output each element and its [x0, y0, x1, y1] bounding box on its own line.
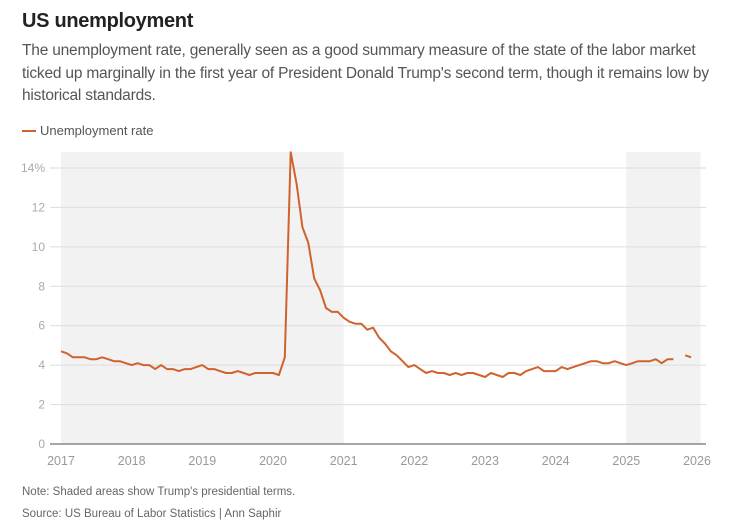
- x-tick-label: 2025: [612, 454, 640, 468]
- x-tick-label: 2022: [400, 454, 428, 468]
- chart-source: Source: US Bureau of Labor Statistics | …: [22, 508, 282, 520]
- shaded-term-2: [626, 152, 701, 444]
- legend-label: Unemployment rate: [40, 123, 154, 138]
- x-tick-label: 2017: [47, 454, 75, 468]
- y-tick-label: 6: [38, 319, 45, 333]
- shaded-term-1: [61, 152, 344, 444]
- chart-title: US unemployment: [22, 10, 194, 32]
- x-tick-label: 2019: [188, 454, 216, 468]
- y-tick-label: 2: [38, 398, 45, 412]
- x-tick-label: 2026: [683, 454, 711, 468]
- legend-swatch: [22, 129, 36, 132]
- x-tick-label: 2024: [542, 454, 570, 468]
- series-line-segment-2: [684, 354, 692, 359]
- x-tick-label: 2021: [330, 454, 358, 468]
- y-tick-label: 8: [38, 279, 45, 293]
- line-chart: 0 2 4 6 8 10 12 14% 2017 2018 2019 2020 2021 2022 202…: [21, 151, 711, 468]
- y-tick-label: 4: [38, 358, 45, 372]
- y-tick-label: 10: [32, 240, 46, 254]
- x-tick-label: 2020: [259, 454, 287, 468]
- y-tick-label: 14%: [21, 161, 45, 175]
- chart-subtitle: The unemployment rate, generally seen as…: [22, 42, 709, 104]
- x-tick-label: 2018: [118, 454, 146, 468]
- x-tick-label: 2023: [471, 454, 499, 468]
- legend: Unemployment rate: [22, 123, 153, 138]
- y-tick-label: 12: [32, 200, 46, 214]
- chart-note: Note: Shaded areas show Trump's presiden…: [22, 486, 296, 498]
- y-tick-label: 0: [38, 437, 45, 451]
